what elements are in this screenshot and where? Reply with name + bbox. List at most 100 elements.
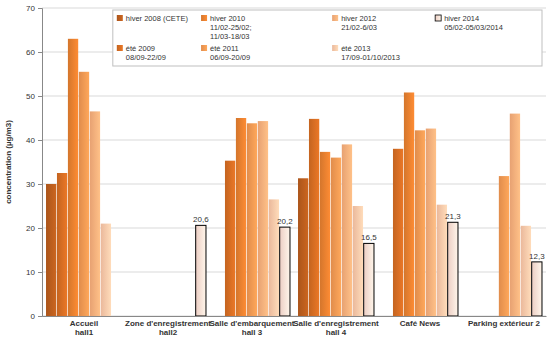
- data-label: 16,5: [361, 233, 377, 242]
- y-tick: 0: [31, 312, 42, 321]
- legend-label: hiver 201405/02-05/03/2014: [444, 14, 503, 32]
- bar: [258, 121, 268, 316]
- data-label: 12,3: [529, 252, 545, 261]
- y-tick-label: 20: [26, 224, 35, 233]
- bar: [298, 178, 308, 316]
- y-axis-line: [38, 9, 43, 317]
- data-label: 21,3: [445, 212, 461, 221]
- legend-swatch: [201, 15, 207, 21]
- x-tick: Café News: [400, 316, 441, 328]
- y-tick: 40: [26, 136, 42, 145]
- grid-line: [42, 8, 546, 9]
- x-tick: Salle d'enregistrementhall 4: [293, 316, 379, 337]
- bar: [196, 225, 206, 316]
- bar: [46, 184, 56, 316]
- legend-item: été 201106/09-20/09: [201, 44, 250, 62]
- chart: 0 10 20 30 40 50 60 70 concentration (µg/m3) 20,6…: [0, 0, 552, 347]
- grid-line: [42, 272, 546, 273]
- legend-item: été 200908/09-22/09: [117, 44, 166, 62]
- grid-line: [42, 316, 546, 317]
- bar: [426, 129, 436, 316]
- bar: [521, 226, 531, 316]
- legend-label: hiver 2008 (CETE): [126, 14, 189, 23]
- y-tick-mark: [38, 184, 42, 185]
- legend-item: hiver 201011/02-25/02;11/03-18/03: [201, 14, 252, 41]
- legend-label: été 201317/09-01/10/2013: [341, 44, 400, 62]
- y-tick: 60: [26, 48, 42, 57]
- x-tick: Salle d'embarquementhall 3: [209, 316, 294, 337]
- y-tick-mark: [38, 96, 42, 97]
- bar: [499, 176, 509, 316]
- x-tick: Parking extérieur 2: [468, 316, 541, 328]
- x-tick-label: Parking extérieur 2: [468, 319, 541, 328]
- legend-swatch: [332, 15, 338, 21]
- y-tick-mark: [38, 8, 42, 9]
- y-tick: 50: [26, 92, 42, 101]
- bar: [309, 119, 319, 316]
- y-tick-mark: [38, 140, 42, 141]
- bar: [101, 224, 111, 316]
- bar: [353, 206, 363, 316]
- data-label: 20,6: [193, 215, 209, 224]
- legend-swatch: [117, 45, 123, 51]
- legend-swatch: [435, 15, 441, 21]
- bars: [46, 39, 542, 316]
- bar: [236, 118, 246, 316]
- bar: [280, 227, 290, 316]
- bar: [393, 149, 403, 316]
- bar: [247, 123, 257, 316]
- x-axis-line: [43, 316, 547, 317]
- y-tick-label: 70: [26, 4, 35, 13]
- y-axis: 0 10 20 30 40 50 60 70: [26, 4, 42, 321]
- bar: [79, 72, 89, 316]
- bar: [532, 262, 542, 316]
- bar: [404, 92, 414, 316]
- x-tick-label: Salle d'enregistrementhall 4: [293, 319, 379, 337]
- y-tick-label: 40: [26, 136, 35, 145]
- legend-swatch: [332, 45, 338, 51]
- x-tick-label: Café News: [400, 319, 441, 328]
- legend-label: hiver 201221/02-6/03: [341, 14, 377, 32]
- y-tick: 10: [26, 268, 42, 277]
- bar: [331, 158, 341, 316]
- y-tick-mark: [38, 228, 42, 229]
- data-labels: 20,620,216,521,312,3: [193, 212, 545, 261]
- y-tick: 30: [26, 180, 42, 189]
- y-tick: 20: [26, 224, 42, 233]
- bar: [57, 173, 67, 316]
- y-tick-label: 0: [31, 312, 36, 321]
- grid: [42, 8, 546, 316]
- legend-item: hiver 201405/02-05/03/2014: [435, 14, 503, 32]
- legend-item: hiver 201221/02-6/03: [332, 14, 377, 32]
- bar: [68, 39, 78, 316]
- x-axis: Accueilhall1Zone d'enregistrementhall2Sa…: [43, 316, 547, 337]
- grid-line: [42, 140, 546, 141]
- y-tick-mark: [38, 52, 42, 53]
- bar: [415, 130, 425, 316]
- y-tick: 70: [26, 4, 42, 13]
- legend-label: été 200908/09-22/09: [126, 44, 166, 62]
- y-tick-label: 50: [26, 92, 35, 101]
- y-tick-mark: [38, 272, 42, 273]
- legend-label: été 201106/09-20/09: [210, 44, 250, 62]
- x-tick-label: Zone d'enregistrementhall2: [125, 319, 211, 337]
- grid-line: [42, 184, 546, 185]
- bar: [225, 161, 235, 316]
- bar: [364, 243, 374, 316]
- y-tick-label: 10: [26, 268, 35, 277]
- grid-line: [42, 228, 546, 229]
- bar: [342, 144, 352, 316]
- legend-item: été 201317/09-01/10/2013: [332, 44, 400, 62]
- legend-swatch: [201, 45, 207, 51]
- x-tick-label: Salle d'embarquementhall 3: [209, 319, 294, 337]
- legend-box: [113, 10, 542, 66]
- y-tick-mark: [38, 316, 42, 317]
- y-tick-label: 30: [26, 180, 35, 189]
- legend-swatch: [117, 15, 123, 21]
- x-tick: Zone d'enregistrementhall2: [125, 316, 211, 337]
- legend-label: hiver 201011/02-25/02;11/03-18/03: [210, 14, 252, 41]
- legend: hiver 2008 (CETE) été 200908/09-22/09 hive…: [113, 10, 542, 66]
- x-tick-label: Accueilhall1: [70, 319, 98, 337]
- y-axis-title: concentration (µg/m3): [4, 120, 13, 204]
- bar: [437, 205, 447, 316]
